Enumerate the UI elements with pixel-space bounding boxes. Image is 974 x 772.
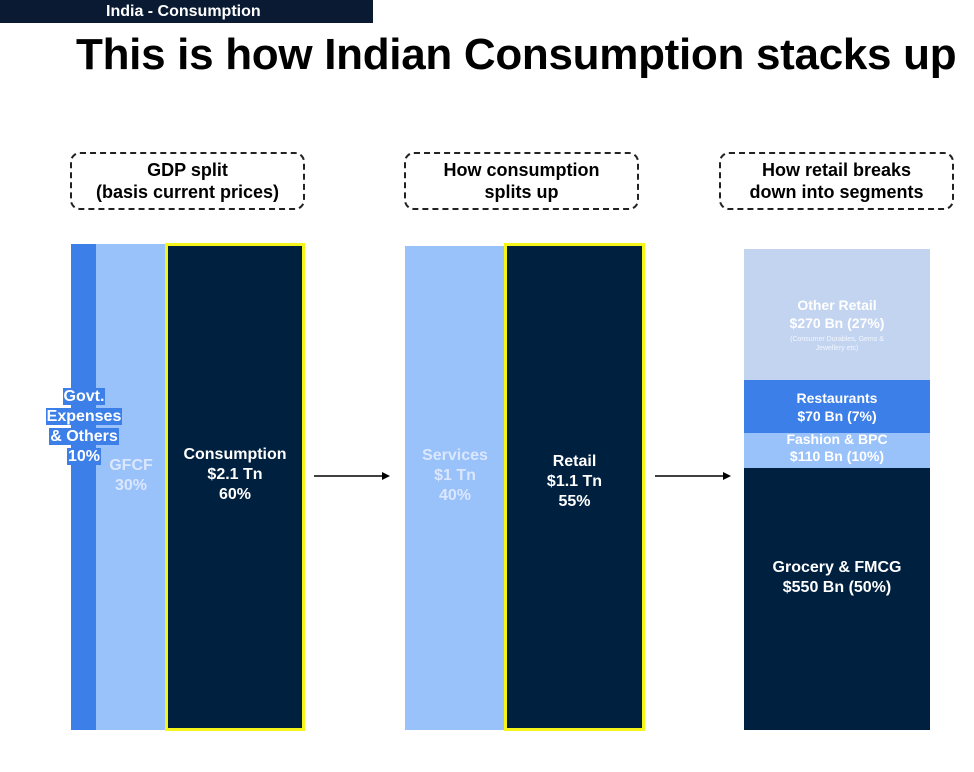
other-retail-segment xyxy=(744,249,930,380)
grocery-fmcg-segment xyxy=(744,468,930,730)
gfcf-segment xyxy=(96,244,166,730)
retail-caption-line2: down into segments xyxy=(749,182,924,202)
consumption-label: Consumption $2.1 Tn 60% xyxy=(183,446,287,503)
consumption-segment xyxy=(165,243,305,731)
services-segment xyxy=(405,246,505,730)
retail-caption-line1: How retail breaks xyxy=(761,160,912,180)
govt-expenses-label: Govt. Expenses & Others 10% xyxy=(45,388,123,465)
govt-expenses-segment xyxy=(71,244,96,730)
gdp-caption-line1: GDP split xyxy=(147,160,228,180)
consumption-caption-line1: How consumption xyxy=(443,160,600,180)
consumption-caption-line2: splits up xyxy=(484,182,559,202)
gfcf-label: GFCF 30% xyxy=(109,457,153,494)
arrow-icon-1 xyxy=(314,472,390,480)
gdp-split-caption: GDP split (basis current prices) xyxy=(70,152,305,210)
section-header-bar: India - Consumption xyxy=(0,0,373,23)
consumption-split-caption: How consumption splits up xyxy=(404,152,639,210)
fashion-bpc-segment xyxy=(744,433,930,468)
retail-label: Retail $1.1 Tn 55% xyxy=(546,453,603,510)
other-retail-label: Other Retail $270 Bn (27%) (Consumer Dur… xyxy=(789,297,885,352)
retail-split-caption: How retail breaks down into segments xyxy=(719,152,954,210)
grocery-fmcg-label: Grocery & FMCG $550 Bn (50%) xyxy=(772,559,902,596)
fashion-bpc-label: Fashion & BPC $110 Bn (10%) xyxy=(786,431,888,464)
page-title: This is how Indian Consumption stacks up xyxy=(76,30,957,79)
section-label: India - Consumption xyxy=(106,3,261,20)
gdp-caption-line2: (basis current prices) xyxy=(95,182,280,202)
services-label: Services $1 Tn 40% xyxy=(422,447,488,504)
restaurants-label: Restaurants $70 Bn (7%) xyxy=(796,390,878,424)
arrow-icon-2 xyxy=(655,472,731,480)
retail-segment xyxy=(504,243,645,731)
restaurants-segment xyxy=(744,380,930,433)
